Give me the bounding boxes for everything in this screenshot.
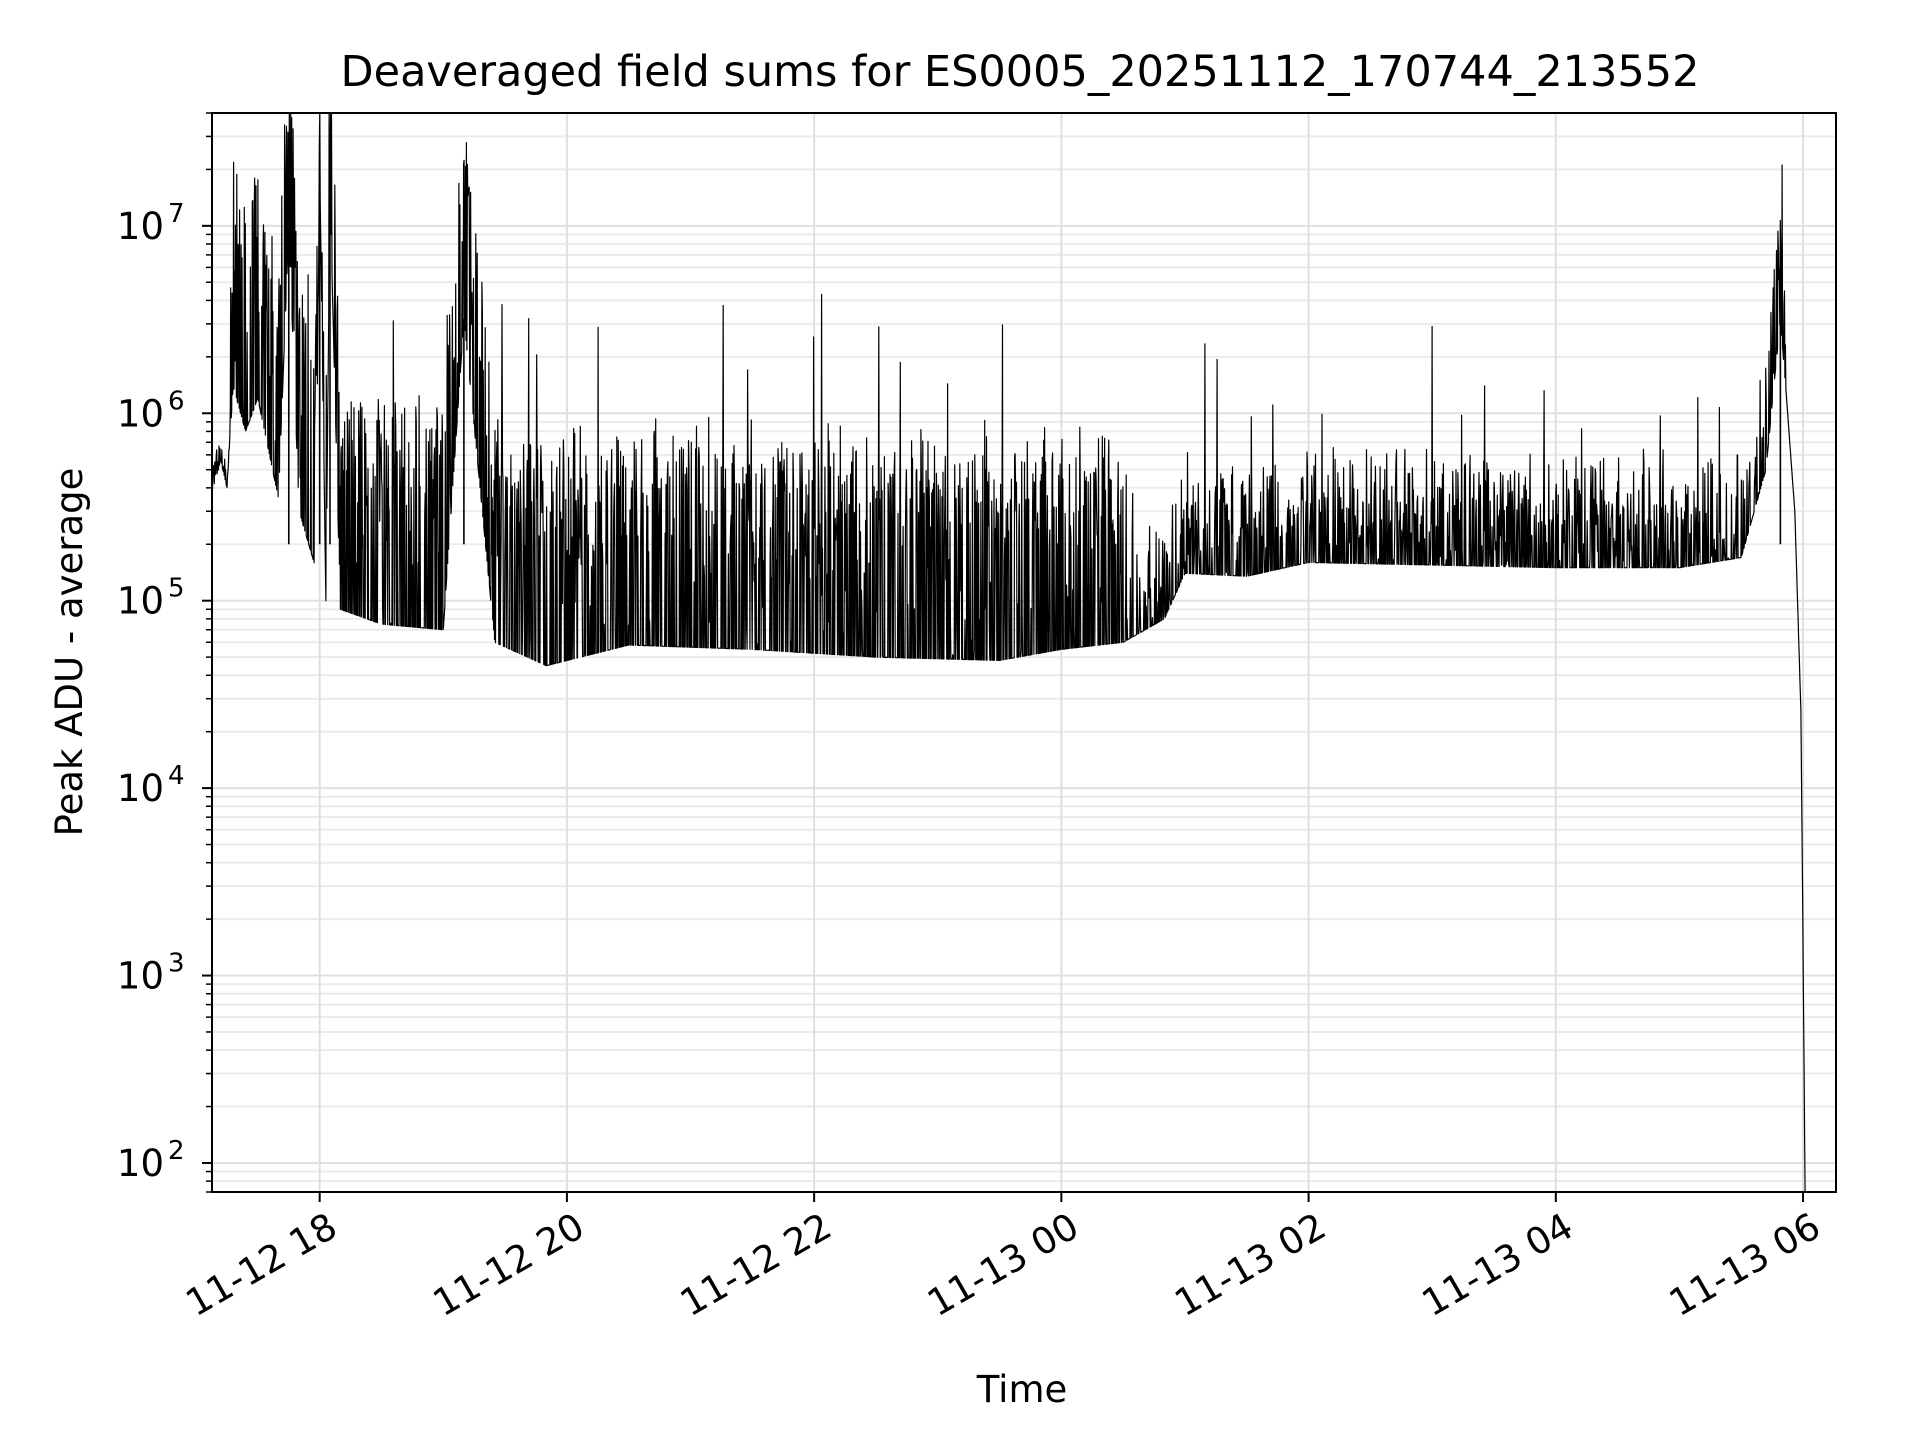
y-tick-label-exponent: 7 (168, 199, 185, 229)
y-tick-label-base: 10 (117, 205, 164, 248)
y-tick-label-base: 10 (117, 767, 164, 810)
y-tick-label: 10 (117, 205, 164, 248)
major-gridlines (212, 113, 1836, 1192)
y-tick-label-exponent: 6 (168, 386, 185, 416)
plot-frame (211, 112, 1837, 1193)
y-tick-label-base: 10 (117, 580, 164, 623)
y-tick-label: 10 (117, 1142, 164, 1185)
y-tick-label: 10 (117, 767, 164, 810)
y-tick-label-exponent: 4 (168, 761, 185, 791)
series-layer (211, 112, 1806, 1193)
minor-gridlines (212, 112, 1836, 1193)
y-tick-label-exponent: 5 (168, 574, 185, 604)
y-tick-label-base: 10 (117, 392, 164, 435)
y-tick-label-exponent: 3 (168, 949, 185, 979)
y-tick-label: 10 (117, 580, 164, 623)
chart-title: Deaveraged field sums for ES0005_2025111… (341, 47, 1700, 97)
y-tick-label: 10 (117, 392, 164, 435)
y-axis-label: Peak ADU - average (48, 468, 91, 837)
series-line (211, 112, 1806, 1193)
x-axis-label: Time (976, 1368, 1068, 1411)
y-tick-label-exponent: 2 (168, 1136, 185, 1166)
y-tick-label: 10 (117, 955, 164, 998)
y-tick-label-base: 10 (117, 1142, 164, 1185)
y-tick-label-base: 10 (117, 955, 164, 998)
